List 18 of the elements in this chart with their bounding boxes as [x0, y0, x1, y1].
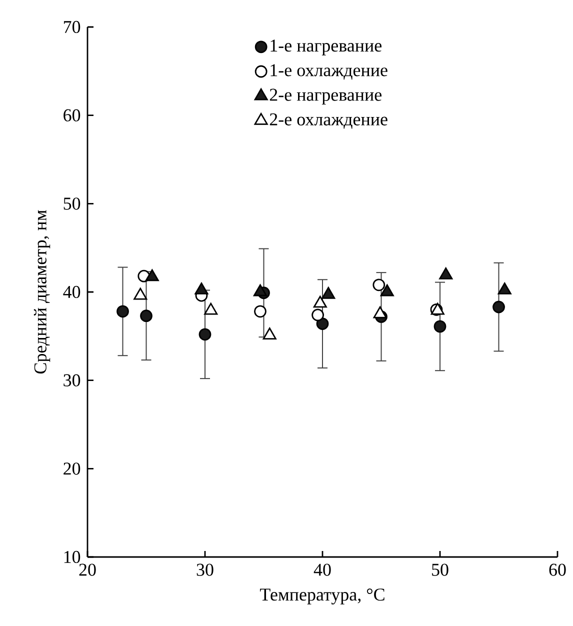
- y-tick-label: 10: [64, 550, 80, 564]
- y-tick-label: 40: [63, 286, 80, 298]
- x-tick-label: 20: [79, 564, 96, 576]
- x-axis-title: Температура, °C: [260, 588, 384, 604]
- x-tick-label: 50: [432, 564, 448, 576]
- x-tick-label: 40: [314, 564, 331, 576]
- y-tick-label: 50: [64, 198, 80, 210]
- x-tick-label: 60: [549, 564, 566, 576]
- y-tick-label: 70: [64, 20, 80, 34]
- legend-label: 2-е охлаждение: [270, 113, 388, 129]
- y-tick-label: 20: [64, 462, 80, 475]
- legend-label: 1-е охлаждение: [270, 64, 388, 80]
- legend-label: 1-е нагревание: [270, 40, 382, 56]
- y-axis-title: Средний диаметр, нм: [34, 210, 50, 374]
- legend-label: 2-е нагревание: [270, 88, 382, 105]
- x-tick-label: 30: [196, 564, 214, 576]
- y-tick-label: 60: [64, 109, 80, 122]
- y-tick-label: 30: [64, 374, 80, 386]
